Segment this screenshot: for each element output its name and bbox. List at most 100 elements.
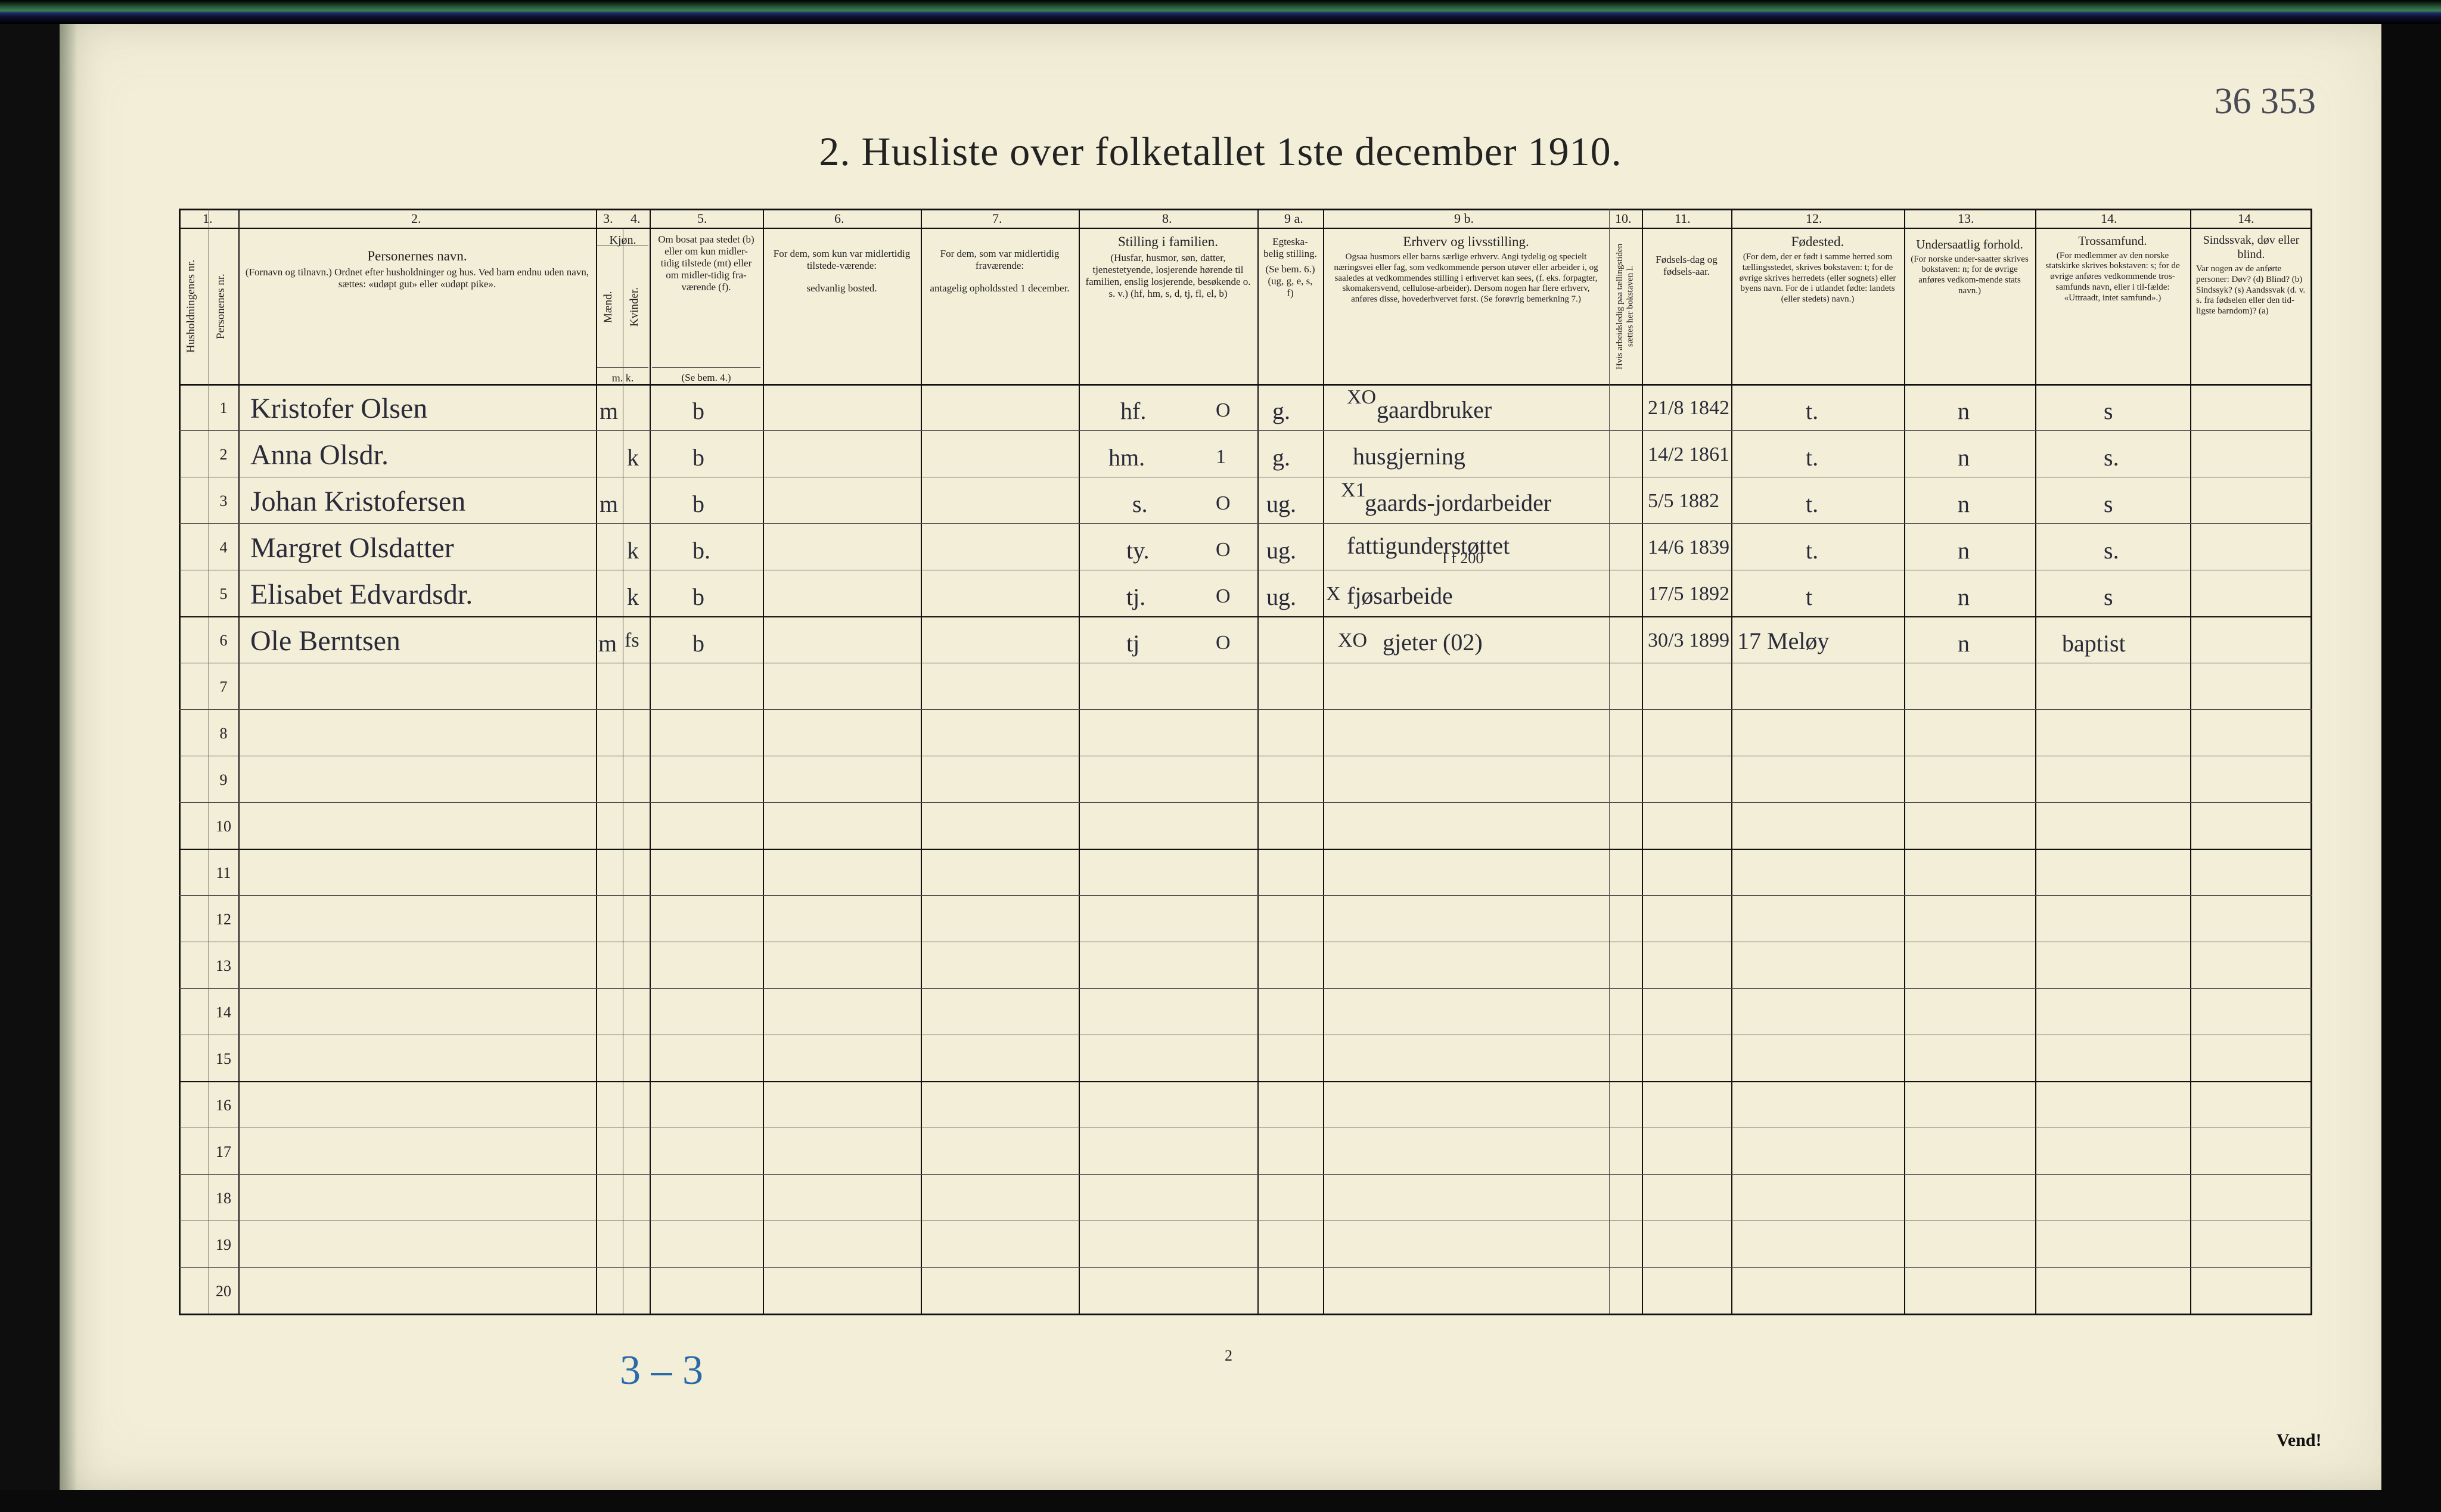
head-mk: m. k. [597, 368, 648, 388]
cell-k: fs [625, 629, 639, 652]
cell-m: m [600, 490, 618, 518]
head-fodest-main: Fødested. [1737, 234, 1898, 250]
row-nr: 7 [209, 678, 238, 696]
cell-name: Kristofer Olsen [250, 392, 427, 425]
cell-name: Margret Olsdatter [250, 532, 454, 564]
cell-fdato: 30/3 1899 [1648, 629, 1729, 652]
document-page: 36 353 2. Husliste over folketallet 1ste… [60, 24, 2381, 1490]
rule [2310, 209, 2312, 1314]
cell-fdato: 5/5 1882 [1648, 490, 1719, 513]
head-name-sub: (Fornavn og tilnavn.) Ordnet efter husho… [244, 266, 590, 290]
cell-stfam-x: O [1216, 585, 1231, 608]
cell-name: Johan Kristofersen [250, 485, 465, 518]
cell-name: Anna Olsdr. [250, 439, 389, 471]
head-kjon: Kjøn. [597, 230, 648, 252]
head-name-main: Personernes navn. [244, 248, 590, 264]
rule [1257, 209, 1259, 1314]
rule [921, 209, 922, 1314]
cell-erh-mark: XO [1347, 386, 1376, 409]
rule [1323, 209, 1324, 1314]
col-num: 2. [411, 211, 421, 226]
cell-erh-mark: XO [1338, 629, 1367, 652]
cell-stfam-x: 1 [1216, 446, 1226, 468]
cell-k: k [627, 536, 639, 564]
row-nr: 14 [209, 1004, 238, 1022]
side-dark-strip [0, 24, 60, 1490]
rule [179, 988, 2312, 989]
cell-fsted: t. [1806, 397, 1818, 425]
cell-fdato: 17/5 1892 [1648, 583, 1729, 606]
pencil-annotation-top-right: 36 353 [2215, 80, 2316, 123]
cell-erh-mark: X1 [1341, 479, 1366, 502]
cell-erhverv: gaards-jordarbeider [1365, 489, 1551, 517]
rule [650, 209, 651, 1314]
head-bosat-bem: (Se bem. 4.) [652, 368, 760, 387]
col-num: 8. [1162, 211, 1172, 226]
col-num: 9 a. [1284, 211, 1303, 226]
col-num: 9 b. [1454, 211, 1474, 226]
rule [652, 367, 760, 368]
cell-fsted: t. [1806, 490, 1818, 518]
cell-erhverv: fattigunderstøttet [1347, 532, 1510, 560]
head-unders-sub: (For norske under-saatter skrives boksta… [1910, 254, 2029, 297]
head-fodest-sub: (For dem, der er født i samme herred som… [1737, 252, 1898, 305]
blue-pencil-annotation: 3 – 3 [620, 1347, 703, 1395]
cell-bosat: b [692, 490, 704, 518]
cell-fsted: t [1806, 583, 1812, 611]
cell-egte: g. [1272, 443, 1290, 471]
rule [1609, 209, 1610, 1314]
cell-egte: ug. [1266, 536, 1296, 564]
cell-fdato: 14/6 1839 [1648, 536, 1729, 559]
row-nr: 1 [209, 399, 238, 417]
head-midl-tilst-main: For dem, som kun var midlertidig tilsted… [769, 248, 915, 272]
cell-egte: ug. [1266, 490, 1296, 518]
rule [179, 523, 2312, 524]
col-num: 1. [203, 211, 213, 226]
head-midl-tilst-sub: sedvanlig bosted. [769, 282, 915, 294]
col-num: 7. [992, 211, 1002, 226]
rule [238, 209, 240, 1314]
rule [179, 895, 2312, 896]
row-nr: 4 [209, 539, 238, 557]
rule [179, 209, 2312, 210]
rule [179, 1081, 2312, 1082]
cell-unders: n [1958, 583, 1970, 611]
cell-stfam: hf. [1120, 397, 1146, 425]
row-nr: 15 [209, 1050, 238, 1068]
col-num: 14. [2101, 211, 2117, 226]
rule [2035, 209, 2036, 1314]
col-num: 6. [834, 211, 844, 226]
cell-stfam: s. [1132, 490, 1148, 518]
rule [763, 209, 764, 1314]
head-erhverv-main: Erhverv og livsstilling. [1329, 234, 1603, 250]
row-nr: 11 [209, 864, 238, 882]
head-midl-frav-main: For dem, som var midlertidig fraværende: [927, 248, 1073, 272]
head-egte-main: Egteska-belig stilling. [1263, 236, 1317, 260]
cell-erhverv: husgjerning [1353, 442, 1465, 470]
head-arbeidsledig: Hvis arbeidsledig paa tællingstiden sætt… [1611, 232, 1639, 380]
rule [179, 1174, 2312, 1175]
cell-stfam: ty. [1126, 536, 1150, 564]
row-nr: 17 [209, 1143, 238, 1161]
row-nr: 18 [209, 1190, 238, 1207]
rule [2190, 209, 2191, 1314]
cell-tros: s [2104, 397, 2113, 425]
rule [597, 367, 648, 368]
cell-unders: n [1958, 629, 1970, 657]
row-nr: 10 [209, 818, 238, 836]
cell-unders: n [1958, 490, 1970, 518]
head-person-nr: Personenes nr. [211, 232, 236, 380]
head-unders-main: Undersaatlig forhold. [1910, 237, 2029, 252]
rule [1731, 209, 1732, 1314]
cell-erhverv-sub: I f 200 [1442, 549, 1483, 567]
cell-unders: n [1958, 443, 1970, 471]
col-num: 5. [697, 211, 707, 226]
cell-stfam-x: O [1216, 632, 1231, 654]
rule [179, 802, 2312, 803]
cell-stfam: tj. [1126, 583, 1145, 611]
cell-erhverv: fjøsarbeide [1347, 582, 1453, 610]
cell-fsted: t. [1806, 536, 1818, 564]
cell-bosat: b. [692, 536, 710, 564]
rule [179, 1267, 2312, 1268]
cell-k: k [627, 583, 639, 611]
